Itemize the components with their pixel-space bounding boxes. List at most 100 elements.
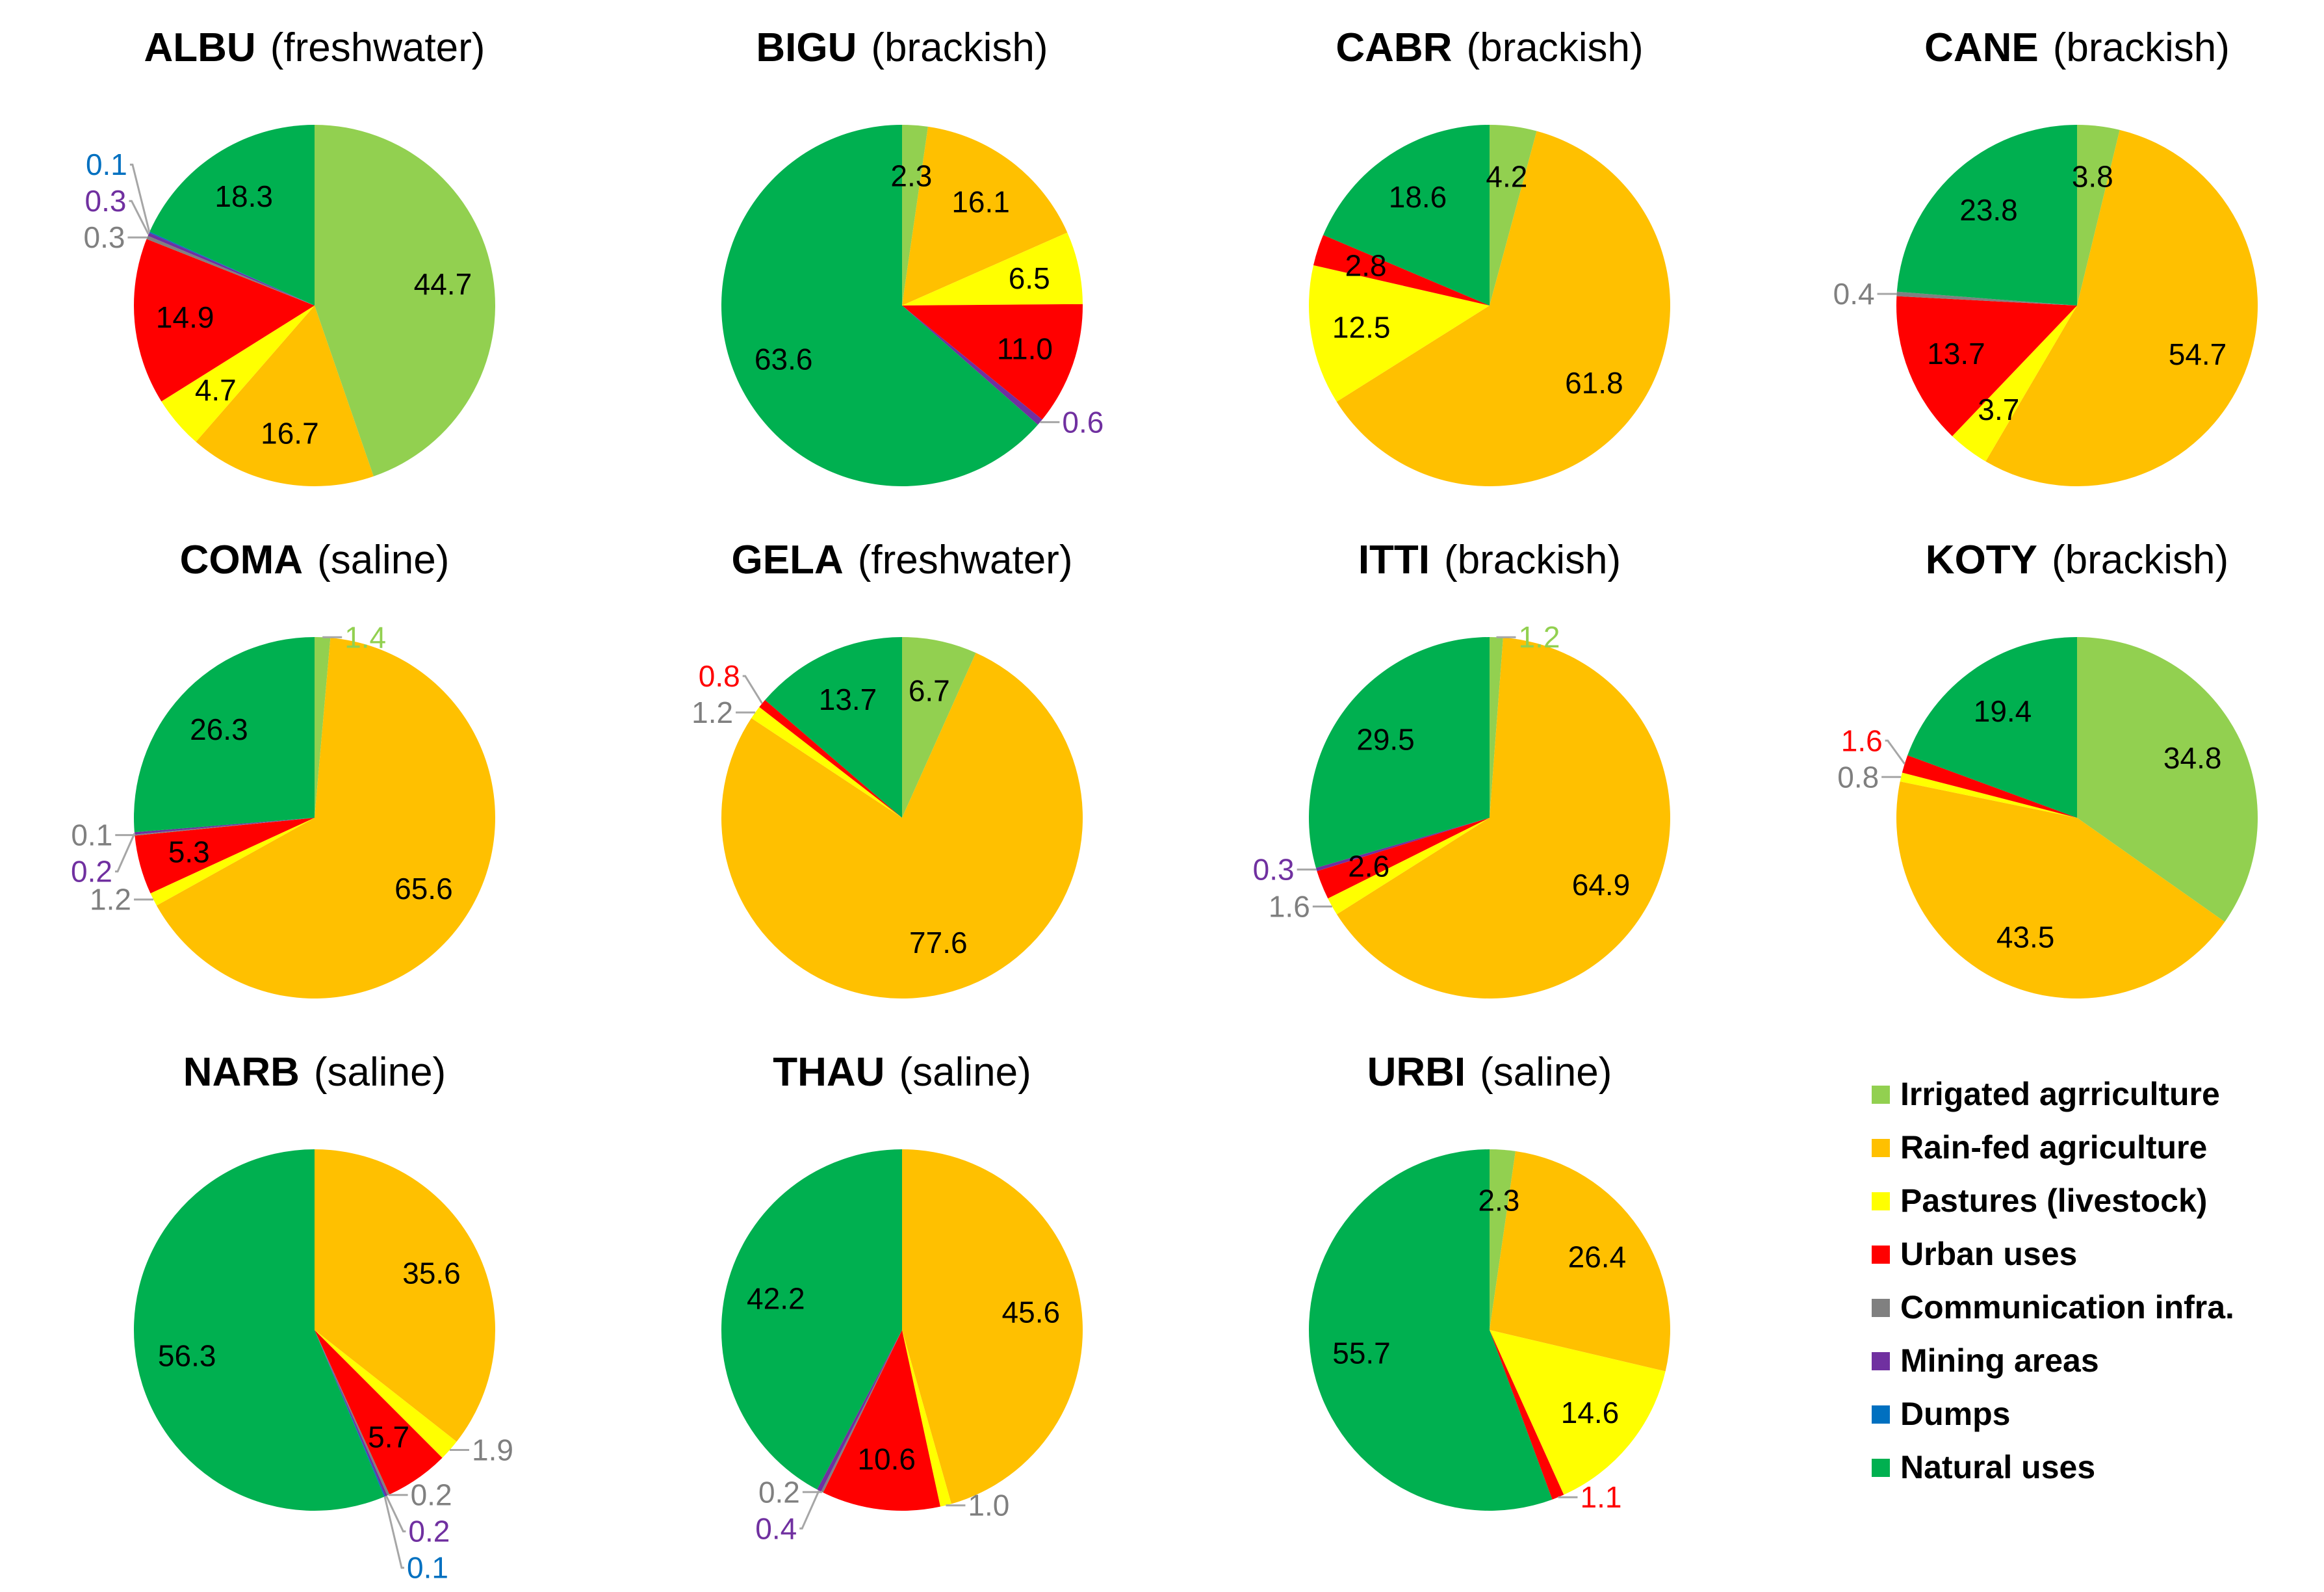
slice-value-label: 0.4 (1833, 277, 1875, 311)
slice-value-label: 6.7 (909, 673, 950, 707)
legend-item-mining-areas: Mining areas (1872, 1342, 2099, 1379)
slice-natural-uses (721, 1149, 902, 1490)
slice-natural-uses (721, 125, 1038, 487)
slice-pastures-livestock (315, 1330, 457, 1458)
chart-title-code: KOTY (1926, 538, 2037, 582)
slice-value-label: 64.9 (1572, 868, 1631, 902)
slice-natural-uses (1323, 125, 1490, 306)
legend-swatch (1872, 1299, 1890, 1317)
slice-value-label: 65.6 (394, 872, 453, 906)
slice-value-label: 0.3 (85, 184, 127, 218)
chart-title-type: (saline) (314, 1050, 446, 1095)
slice-pastures-livestock (902, 232, 1083, 306)
legend-swatch (1872, 1459, 1890, 1477)
chart-title-type: (saline) (317, 538, 449, 582)
chart-title-code: BIGU (756, 25, 857, 70)
slice-pastures-livestock (1900, 772, 2077, 818)
slice-value-label: 18.3 (214, 179, 273, 213)
slice-value-label: 16.7 (261, 417, 319, 450)
legend-swatch (1872, 1352, 1890, 1370)
chart-title-type: (saline) (1480, 1050, 1612, 1095)
slice-value-label: 0.8 (699, 659, 740, 693)
pie-chart-bigu: BIGU (brackish) 2.3 16.1 6.5 11.0 63.6 0.6 (721, 25, 1104, 487)
chart-title: URBI (saline) (1367, 1050, 1612, 1095)
slice-value-label: 43.5 (1996, 920, 2055, 954)
slice-value-label: 14.9 (156, 300, 214, 334)
slice-value-label: 2.8 (1345, 248, 1387, 282)
chart-title-code: URBI (1367, 1050, 1466, 1095)
slice-value-label: 0.2 (411, 1478, 452, 1512)
slice-urban-uses (1317, 818, 1490, 899)
leader-line (799, 1490, 820, 1530)
slice-irrigated-agrriculture (315, 637, 331, 818)
chart-title-type: (brackish) (1444, 538, 1621, 582)
leader-line (383, 1496, 404, 1569)
slice-communication-infra (821, 1330, 902, 1493)
chart-title: CABR (brackish) (1336, 25, 1643, 70)
slice-value-label: 18.6 (1389, 180, 1447, 214)
slice-value-label: 29.5 (1356, 723, 1415, 757)
pie-chart-narb: NARB (saline)35.65.756.31.90.20.20.1 (133, 1050, 513, 1585)
pie-chart-cabr: CABR (brackish) 4.2 61.8 12.5 2.818.6 (1309, 25, 1671, 486)
slice-value-label: 61.8 (1565, 366, 1623, 400)
slice-irrigated-agrriculture (1490, 125, 1537, 306)
chart-title-code: COMA (180, 538, 303, 582)
legend-label: Pastures (livestock) (1900, 1182, 2207, 1219)
pie-chart-itti: ITTI (brackish) 64.9 2.6 29.5 1.2 1.60.3 (1253, 538, 1671, 999)
legend-item-irrigated-agrriculture: Irrigated agrriculture (1872, 1076, 2220, 1112)
slice-irrigated-agrriculture (902, 125, 928, 306)
legend-label: Dumps (1900, 1396, 2010, 1432)
slice-urban-uses (823, 1330, 940, 1511)
legend-swatch (1872, 1246, 1890, 1264)
slice-value-label: 0.6 (1062, 405, 1104, 439)
slice-value-label: 1.1 (1581, 1480, 1622, 1514)
slice-natural-uses (149, 125, 315, 306)
legend-label: Irrigated agrriculture (1900, 1076, 2220, 1112)
slice-value-label: 55.7 (1332, 1336, 1391, 1370)
slice-mining-areas (817, 1330, 902, 1492)
slice-urban-uses (315, 1330, 443, 1495)
slice-rain-fed-agriculture (1336, 131, 1671, 486)
slice-urban-uses (1313, 235, 1490, 306)
legend-swatch (1872, 1139, 1890, 1157)
slice-pastures-livestock (1328, 818, 1490, 915)
slice-natural-uses (133, 1149, 385, 1511)
slice-value-label: 45.6 (1002, 1295, 1061, 1329)
slice-value-label: 56.3 (158, 1338, 216, 1372)
chart-title: BIGU (brackish) (756, 25, 1048, 70)
slice-value-label: 14.6 (1561, 1396, 1620, 1429)
slice-irrigated-agrriculture (902, 637, 976, 818)
slice-value-label: 23.8 (1959, 193, 2018, 227)
chart-title-type: (brackish) (1466, 25, 1643, 70)
chart-title: NARB (saline) (183, 1050, 446, 1095)
slice-value-label: 10.6 (857, 1442, 916, 1476)
slice-rain-fed-agriculture (1336, 637, 1671, 999)
slice-pastures-livestock (902, 1330, 951, 1507)
slice-urban-uses (134, 239, 315, 402)
chart-title-type: (saline) (899, 1050, 1031, 1095)
legend-label: Rain-fed agriculture (1900, 1129, 2207, 1166)
slice-irrigated-agrriculture (315, 125, 496, 476)
slice-pastures-livestock (161, 306, 315, 442)
legend-item-rain-fed-agriculture: Rain-fed agriculture (1872, 1129, 2207, 1166)
slice-value-label: 11.0 (997, 332, 1053, 365)
slice-mining-areas (1315, 818, 1490, 872)
legend-swatch (1872, 1405, 1890, 1424)
chart-title-code: CANE (1924, 25, 2039, 70)
slice-value-label: 0.2 (71, 855, 112, 889)
leader-line (115, 833, 136, 873)
slice-value-label: 5.7 (368, 1420, 409, 1454)
slice-value-label: 12.5 (1332, 311, 1391, 345)
slice-value-label: 19.4 (1974, 694, 2032, 728)
slice-communication-infra (315, 1330, 390, 1496)
slice-value-label: 0.1 (71, 818, 112, 852)
legend-label: Communication infra. (1900, 1289, 2234, 1325)
chart-title-code: CABR (1336, 25, 1452, 70)
slice-natural-uses (134, 637, 315, 833)
slice-urban-uses (1490, 1330, 1564, 1500)
slice-value-label: 16.1 (951, 185, 1010, 219)
slice-value-label: 26.3 (190, 712, 248, 746)
legend: Irrigated agrriculture Rain-fed agricultu… (1872, 1076, 2234, 1485)
slice-value-label: 26.4 (1568, 1240, 1627, 1273)
